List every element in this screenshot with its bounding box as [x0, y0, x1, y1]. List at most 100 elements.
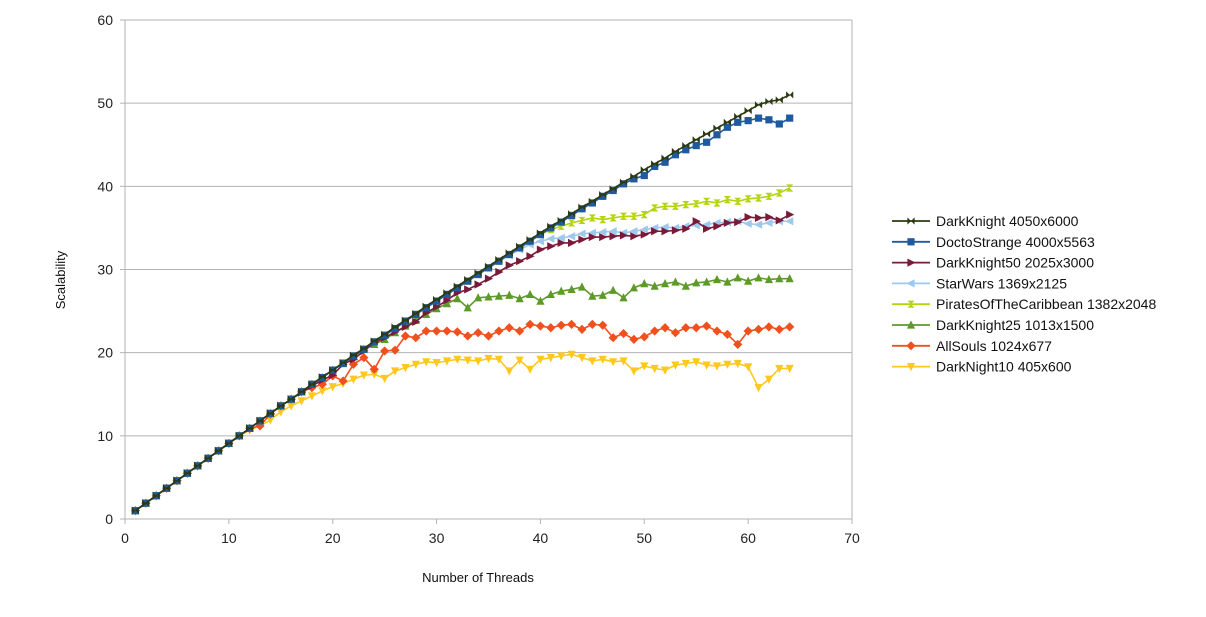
data-point-4-52 — [660, 222, 669, 232]
data-point-3-55 — [692, 217, 701, 226]
data-point-8-24 — [370, 370, 379, 379]
data-point-5-57 — [713, 199, 721, 207]
data-point-8-47 — [609, 358, 618, 367]
data-point-7-54 — [681, 323, 691, 333]
data-point-7-21 — [338, 376, 348, 386]
data-point-3-63 — [775, 216, 784, 225]
data-point-1-24 — [370, 337, 378, 345]
data-point-8-38 — [515, 356, 524, 365]
data-point-1-44 — [578, 203, 586, 211]
data-point-2-32 — [453, 284, 461, 292]
data-point-6-59 — [733, 273, 742, 282]
data-point-5-55 — [692, 200, 700, 208]
data-point-1-64 — [786, 91, 794, 99]
data-point-1-31 — [443, 289, 451, 297]
data-point-8-56 — [702, 361, 711, 370]
data-point-3-58 — [723, 218, 732, 228]
data-point-8-40 — [536, 355, 545, 364]
data-point-2-42 — [557, 218, 565, 226]
series-line-1 — [134, 94, 791, 512]
data-point-5-54 — [682, 201, 690, 209]
data-point-4-49 — [629, 227, 638, 236]
data-point-2-38 — [516, 244, 524, 252]
data-point-1-23 — [360, 344, 368, 353]
data-point-8-31 — [442, 357, 452, 366]
series-1 — [131, 91, 794, 515]
data-point-1-2 — [142, 499, 150, 507]
data-point-1-58 — [723, 118, 731, 126]
data-point-8-20 — [328, 383, 337, 392]
data-point-8-44 — [577, 354, 587, 363]
data-point-2-59 — [734, 118, 742, 126]
data-point-3-37 — [505, 261, 514, 270]
x-tick-label-70: 70 — [844, 530, 860, 546]
data-point-6-45 — [588, 291, 597, 300]
data-point-5-42 — [557, 222, 565, 230]
data-point-8-34 — [474, 357, 483, 366]
series-2 — [131, 114, 794, 515]
data-point-1-47 — [609, 185, 617, 193]
data-point-6-36 — [494, 291, 503, 300]
legend-marker-3 — [907, 258, 916, 267]
data-point-5-46 — [599, 216, 607, 224]
data-point-7-28 — [411, 333, 421, 343]
data-point-1-34 — [474, 269, 482, 277]
data-point-1-10 — [225, 439, 233, 447]
data-point-2-46 — [599, 192, 607, 200]
data-point-4-50 — [639, 225, 648, 234]
legend-item-6: DarkKnight25 1013x1500 — [892, 317, 1094, 333]
data-point-7-38 — [515, 326, 525, 336]
data-point-6-44 — [577, 282, 587, 291]
data-point-5-59 — [734, 197, 742, 205]
data-point-1-53 — [671, 147, 680, 156]
data-point-7-35 — [483, 331, 494, 341]
data-point-6-57 — [712, 274, 722, 284]
legend-marker-7 — [906, 341, 916, 351]
data-point-3-36 — [495, 267, 504, 277]
legend-label-8: DarkNight10 405x600 — [936, 359, 1072, 375]
data-point-6-42 — [557, 286, 566, 295]
data-point-1-17 — [297, 388, 306, 396]
data-point-2-53 — [671, 151, 680, 159]
data-point-1-1 — [131, 507, 139, 515]
data-point-3-50 — [640, 230, 649, 239]
legend-marker-1 — [907, 217, 915, 225]
data-point-8-19 — [318, 387, 327, 396]
data-point-1-33 — [464, 275, 472, 284]
data-point-3-44 — [578, 235, 587, 244]
data-point-3-56 — [703, 224, 712, 233]
data-point-8-25 — [380, 374, 389, 384]
data-point-7-33 — [463, 331, 473, 341]
data-point-7-47 — [608, 333, 618, 343]
legend-label-1: DarkKnight 4050x6000 — [936, 213, 1079, 229]
data-point-1-29 — [422, 302, 430, 310]
data-point-4-40 — [535, 237, 545, 246]
data-point-2-44 — [578, 205, 586, 213]
data-point-1-57 — [713, 124, 721, 132]
data-point-1-13 — [256, 417, 264, 425]
data-point-3-59 — [734, 217, 743, 227]
data-point-3-40 — [536, 245, 546, 254]
data-point-1-15 — [277, 402, 285, 410]
data-point-6-55 — [692, 278, 701, 287]
data-point-3-54 — [682, 224, 691, 233]
data-point-3-41 — [547, 242, 556, 251]
data-point-1-59 — [734, 112, 742, 121]
data-point-3-61 — [754, 213, 764, 223]
data-point-7-44 — [577, 324, 587, 334]
data-point-7-63 — [774, 324, 784, 334]
data-point-7-53 — [670, 328, 681, 338]
data-point-7-52 — [660, 323, 670, 333]
data-point-3-60 — [744, 213, 753, 222]
data-point-3-34 — [474, 280, 483, 289]
data-point-7-48 — [618, 328, 629, 339]
data-point-3-43 — [567, 238, 577, 247]
data-point-7-23 — [359, 353, 369, 363]
data-point-7-46 — [598, 320, 608, 330]
x-tick-label-30: 30 — [429, 530, 445, 546]
data-point-2-51 — [651, 162, 659, 170]
data-point-4-64 — [785, 217, 794, 226]
data-point-4-55 — [691, 221, 700, 230]
legend-item-8: DarkNight10 405x600 — [892, 359, 1072, 375]
